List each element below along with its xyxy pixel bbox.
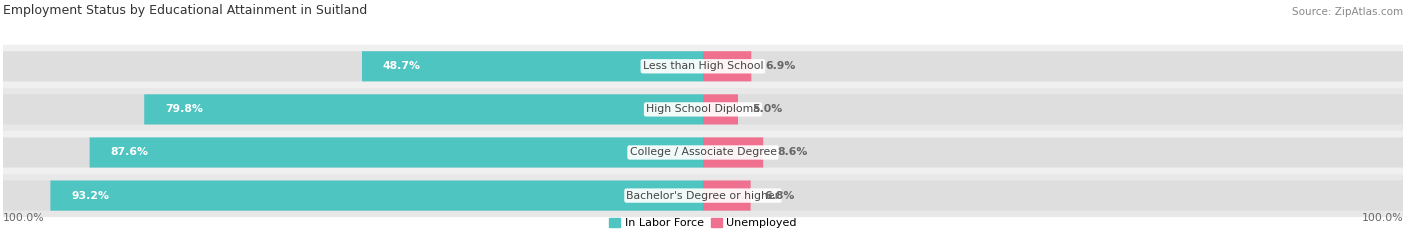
Text: College / Associate Degree: College / Associate Degree xyxy=(630,147,776,158)
Text: High School Diploma: High School Diploma xyxy=(647,104,759,114)
Text: 100.0%: 100.0% xyxy=(1361,213,1403,223)
FancyBboxPatch shape xyxy=(703,181,1403,211)
FancyBboxPatch shape xyxy=(3,174,1403,217)
Text: Employment Status by Educational Attainment in Suitland: Employment Status by Educational Attainm… xyxy=(3,4,367,17)
FancyBboxPatch shape xyxy=(3,45,1403,88)
Text: 79.8%: 79.8% xyxy=(166,104,202,114)
Text: Less than High School: Less than High School xyxy=(643,61,763,71)
FancyBboxPatch shape xyxy=(361,51,703,81)
Text: Source: ZipAtlas.com: Source: ZipAtlas.com xyxy=(1292,7,1403,17)
Text: 5.0%: 5.0% xyxy=(752,104,782,114)
Legend: In Labor Force, Unemployed: In Labor Force, Unemployed xyxy=(605,214,801,233)
Text: 8.6%: 8.6% xyxy=(778,147,807,158)
Text: 87.6%: 87.6% xyxy=(111,147,149,158)
FancyBboxPatch shape xyxy=(703,94,738,124)
Text: 100.0%: 100.0% xyxy=(3,213,45,223)
FancyBboxPatch shape xyxy=(703,137,763,168)
Text: 6.9%: 6.9% xyxy=(765,61,796,71)
FancyBboxPatch shape xyxy=(703,181,751,211)
FancyBboxPatch shape xyxy=(3,94,703,124)
Text: 93.2%: 93.2% xyxy=(72,191,110,201)
FancyBboxPatch shape xyxy=(3,88,1403,131)
Text: 6.8%: 6.8% xyxy=(765,191,794,201)
FancyBboxPatch shape xyxy=(3,137,703,168)
FancyBboxPatch shape xyxy=(145,94,703,124)
FancyBboxPatch shape xyxy=(703,51,751,81)
FancyBboxPatch shape xyxy=(3,131,1403,174)
FancyBboxPatch shape xyxy=(51,181,703,211)
FancyBboxPatch shape xyxy=(703,137,1403,168)
Text: Bachelor's Degree or higher: Bachelor's Degree or higher xyxy=(627,191,779,201)
FancyBboxPatch shape xyxy=(703,94,1403,124)
FancyBboxPatch shape xyxy=(3,181,703,211)
FancyBboxPatch shape xyxy=(3,51,703,81)
FancyBboxPatch shape xyxy=(90,137,703,168)
FancyBboxPatch shape xyxy=(703,51,1403,81)
Text: 48.7%: 48.7% xyxy=(382,61,420,71)
